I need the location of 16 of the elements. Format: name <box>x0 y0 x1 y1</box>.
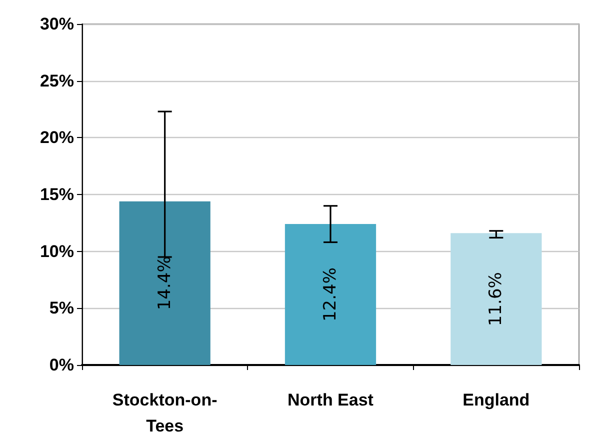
bar <box>284 224 376 365</box>
y-tick-label: 15% <box>40 185 74 204</box>
y-tick-label: 30% <box>40 14 74 34</box>
x-tick-label: Stockton-on-Tees <box>112 390 218 436</box>
y-tick-label: 10% <box>40 242 74 261</box>
x-tick-label: England <box>462 390 530 410</box>
y-tick-label: 25% <box>40 71 74 90</box>
y-tick-label: 5% <box>49 298 74 318</box>
x-tick-label: North East <box>288 390 374 410</box>
data-label: 14.4% <box>154 256 175 310</box>
data-label: 12.4% <box>320 268 340 322</box>
data-label: 11.6% <box>486 272 506 326</box>
y-tick-label: 0% <box>49 356 74 374</box>
bar <box>450 233 542 365</box>
y-tick-label: 20% <box>40 128 74 148</box>
bar <box>119 201 210 365</box>
